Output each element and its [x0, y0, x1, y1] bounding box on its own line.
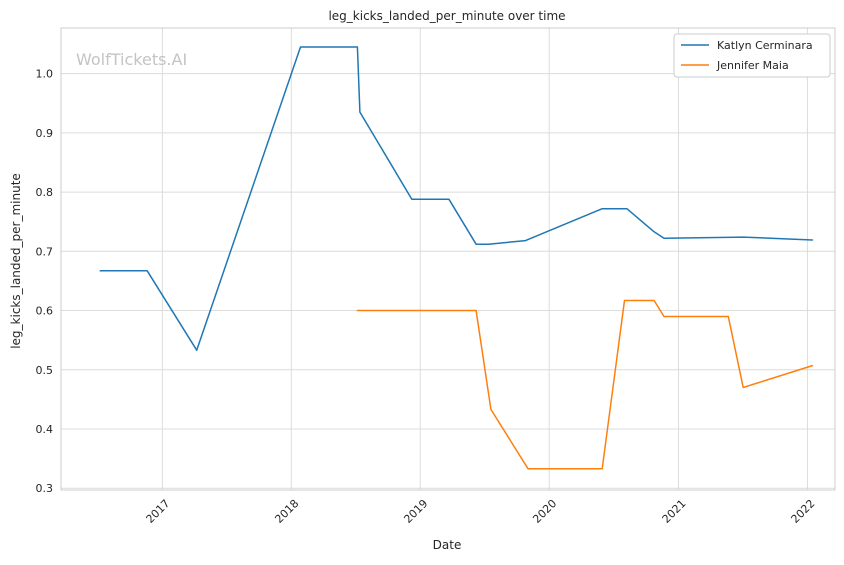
y-tick-label: 0.9 — [36, 127, 54, 140]
legend: Katlyn Cerminara Jennifer Maia — [673, 33, 831, 78]
legend-label-katlyn-cerminara: Katlyn Cerminara — [717, 39, 813, 52]
series-line-katlyn-cerminara — [99, 46, 814, 351]
x-axis-label: Date — [433, 538, 462, 552]
chart-title: leg_kicks_landed_per_minute over time — [328, 9, 565, 23]
y-tick-label: 0.4 — [36, 423, 54, 436]
plot-frame — [60, 27, 836, 491]
y-tick-label: 0.3 — [36, 482, 54, 495]
y-tick-label: 0.7 — [36, 245, 54, 258]
y-tick-label: 0.5 — [36, 364, 54, 377]
legend-label-jennifer-maia: Jennifer Maia — [716, 59, 789, 72]
y-tick-label: 1.0 — [36, 68, 54, 81]
series-line-jennifer-maia — [356, 299, 814, 470]
legend-box — [673, 33, 831, 78]
y-tick-label: 0.8 — [36, 186, 54, 199]
y-tick-label: 0.6 — [36, 305, 54, 318]
series-layer — [99, 46, 814, 470]
watermark: WolfTickets.AI — [76, 50, 187, 69]
y-axis-label: leg_kicks_landed_per_minute — [9, 173, 23, 349]
grid — [61, 28, 835, 490]
